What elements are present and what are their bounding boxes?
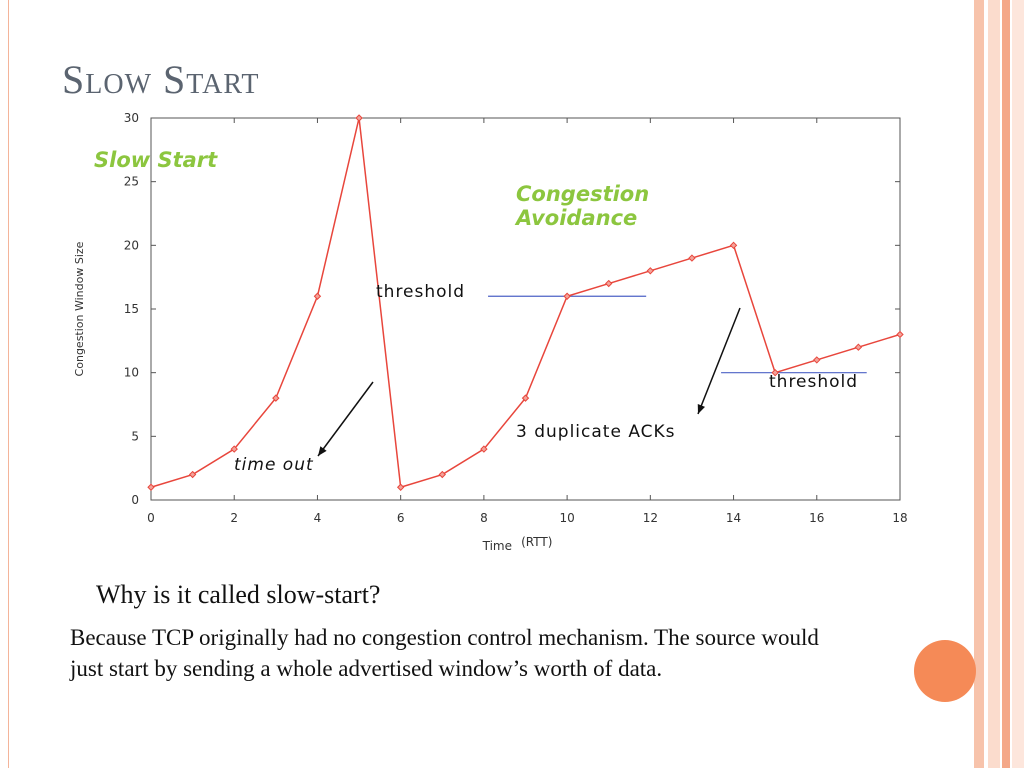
data-point (480, 445, 488, 453)
data-point (688, 254, 696, 262)
x-axis-label: Time (RTT) (482, 535, 553, 554)
x-tick-label: 0 (147, 511, 155, 525)
data-point (188, 470, 197, 479)
axis-ticks: 0 2 4 6 8 10 12 14 16 18 0 5 10 15 20 25 30 (124, 111, 908, 525)
data-point (605, 279, 613, 288)
duplicate-acks-annotation: 3 duplicate ACKs (516, 422, 676, 442)
stripe-3 (1002, 0, 1010, 768)
left-border-line (8, 0, 9, 768)
stripe-4 (1012, 0, 1024, 768)
data-point (813, 356, 821, 364)
slide-title: Slow Start (62, 57, 260, 102)
x-tick-label: 16 (809, 511, 824, 525)
timeout-annotation: time out (234, 455, 314, 475)
stripe-2 (988, 0, 1000, 768)
threshold-label-1: threshold (376, 282, 465, 302)
duplicate-acks-arrow-head (697, 404, 706, 414)
y-tick-label: 15 (124, 302, 139, 316)
timeout-arrow (317, 381, 374, 457)
data-point (272, 394, 280, 402)
x-tick-label: 4 (314, 511, 322, 525)
chart-svg: 0 2 4 6 8 10 12 14 16 18 0 5 10 15 20 25 30 Congestion W… (73, 111, 908, 554)
data-point (729, 241, 738, 250)
duplicate-acks-arrow (697, 307, 741, 415)
x-tick-label: 8 (480, 511, 488, 525)
y-tick-label: 10 (124, 366, 139, 380)
annotation-arrows (317, 307, 741, 457)
congestion-avoidance-label-line2: Avoidance (514, 206, 637, 230)
threshold-label-2: threshold (769, 372, 858, 392)
data-point (438, 470, 446, 479)
data-point (771, 368, 779, 377)
plot-area-frame (150, 117, 901, 501)
x-axis-label-name: Time (482, 539, 512, 553)
data-point (646, 267, 655, 275)
y-tick-label: 20 (124, 238, 139, 252)
cwnd-chart: 0 2 4 6 8 10 12 14 16 18 0 5 10 15 20 25 30 Congestion W… (50, 100, 930, 562)
stripe-1 (974, 0, 984, 768)
data-point (147, 483, 155, 491)
series-points (147, 114, 904, 491)
data-point (896, 330, 904, 339)
y-tick-label: 0 (131, 493, 139, 507)
x-tick-label: 2 (230, 511, 238, 525)
data-point (854, 343, 863, 351)
y-axis-label: Congestion Window Size (73, 241, 86, 376)
timeout-arrow-head (318, 446, 327, 456)
x-tick-label: 12 (643, 511, 658, 525)
slow-start-phase-label: Slow Start (94, 148, 218, 172)
threshold-lines (488, 295, 867, 374)
x-tick-label: 6 (397, 511, 405, 525)
y-tick-label: 5 (131, 429, 139, 443)
data-point (521, 394, 530, 402)
data-point (313, 292, 322, 300)
question-text: Why is it called slow-start? (96, 580, 381, 609)
data-point (355, 114, 363, 122)
decorative-stripes (974, 0, 1024, 768)
decorative-orange-circle (914, 640, 976, 702)
answer-text: Because TCP originally had no congestion… (70, 625, 819, 681)
y-tick-label: 30 (124, 111, 139, 125)
x-tick-label: 18 (892, 511, 907, 525)
data-point (563, 292, 571, 300)
x-tick-label: 14 (726, 511, 741, 525)
y-tick-label: 25 (124, 175, 139, 189)
data-point (396, 483, 405, 491)
x-axis-label-unit: (RTT) (521, 535, 552, 549)
congestion-avoidance-label-line1: Congestion (516, 182, 649, 206)
data-point (230, 445, 238, 453)
x-tick-label: 10 (559, 511, 574, 525)
